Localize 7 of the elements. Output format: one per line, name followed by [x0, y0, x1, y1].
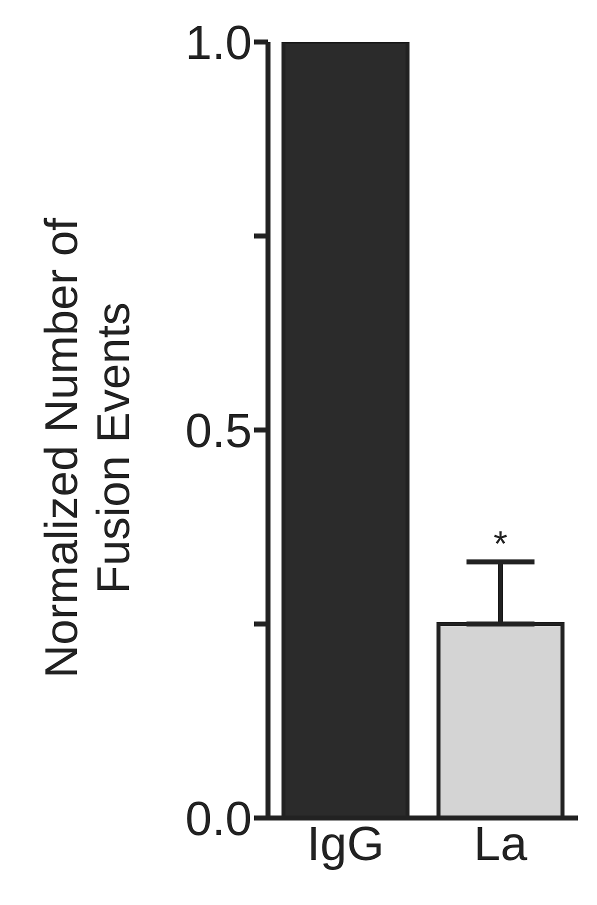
x-tick-label: IgG — [306, 818, 384, 872]
y-tick-label: 0.5 — [185, 405, 252, 458]
y-axis-title: Normalized Number of Fusion Events — [35, 218, 139, 678]
y-tick-label: 1.0 — [185, 17, 252, 70]
y-tick-label: 0.0 — [185, 793, 252, 846]
x-tick-label: La — [474, 818, 528, 872]
annotation: * — [493, 522, 508, 564]
